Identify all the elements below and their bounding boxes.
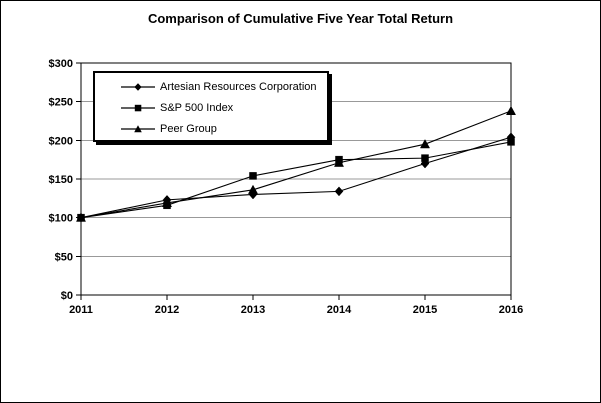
legend-label: S&P 500 Index	[160, 101, 234, 114]
legend-label: Artesian Resources Corporation	[160, 80, 317, 93]
triangle-marker	[419, 139, 431, 149]
series-line-diamond	[80, 136, 512, 219]
y-axis-label: $50	[55, 251, 73, 263]
y-axis-label: $100	[49, 213, 73, 225]
legend-label: Peer Group	[160, 122, 217, 135]
x-axis-label: 2011	[69, 304, 93, 316]
legend: Artesian Resources Corporation S&P 500 I…	[93, 71, 329, 142]
diamond-marker	[420, 158, 430, 169]
x-axis-label: 2014	[327, 304, 352, 316]
diamond-marker-icon	[121, 82, 155, 91]
square-marker	[421, 154, 429, 162]
x-axis-label: 2013	[241, 304, 265, 316]
legend-item-artesian: Artesian Resources Corporation	[121, 76, 327, 97]
triangle-marker	[161, 197, 173, 208]
y-axis-label: $150	[49, 174, 73, 186]
square-marker-icon	[121, 104, 155, 111]
legend-item-sp500: S&P 500 Index	[121, 97, 327, 118]
series-line-triangle	[80, 110, 512, 219]
square-marker	[507, 138, 515, 146]
x-axis-label: 2015	[413, 304, 437, 316]
y-axis-label: $250	[49, 97, 73, 109]
series-line-square	[80, 141, 512, 219]
triangle-marker	[247, 184, 259, 194]
y-axis-label: $0	[61, 290, 73, 302]
y-axis-label: $200	[49, 135, 73, 147]
x-axis-label: 2016	[499, 304, 523, 316]
square-marker	[249, 172, 257, 180]
triangle-marker	[505, 105, 517, 115]
triangle-marker-icon	[121, 124, 155, 132]
chart-title: Comparison of Cumulative Five Year Total…	[147, 11, 454, 26]
triangle-marker	[75, 212, 87, 222]
y-axis-label: $300	[49, 58, 73, 70]
x-axis-label: 2012	[155, 304, 179, 316]
legend-item-peer-group: Peer Group	[121, 118, 327, 139]
diamond-marker	[334, 186, 344, 197]
triangle-marker	[333, 157, 345, 167]
